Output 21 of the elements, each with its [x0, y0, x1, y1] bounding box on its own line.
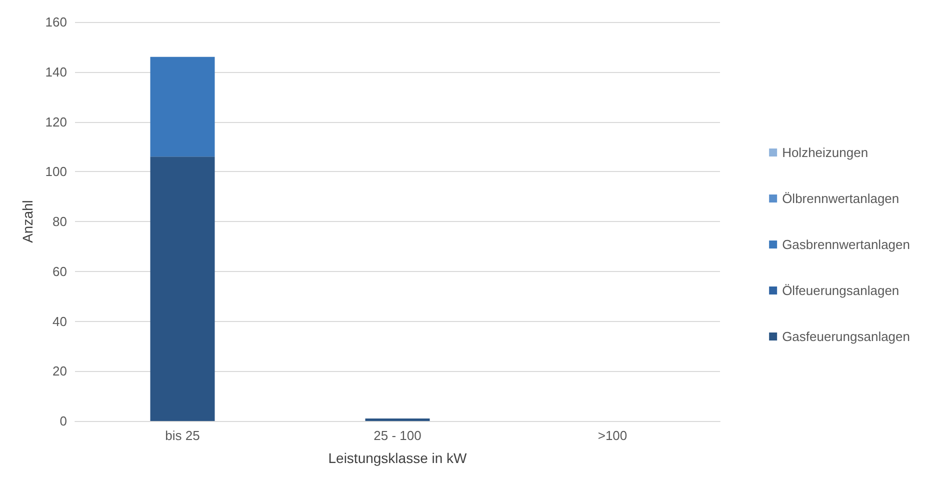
- x-tick-label: >100: [598, 428, 628, 443]
- legend-label: Ölbrennwertanlagen: [782, 191, 900, 206]
- y-tick-label: 60: [52, 264, 67, 279]
- bar: [150, 56, 215, 157]
- y-tick-label: 160: [45, 14, 67, 30]
- x-axis-title: Leistungsklasse in kW: [328, 450, 468, 466]
- legend-label: Holzheizungen: [782, 145, 868, 160]
- y-tick-label: 100: [45, 164, 67, 180]
- y-tick-label: 0: [60, 414, 67, 428]
- y-tick-label: 40: [52, 314, 67, 329]
- y-tick-label: 20: [52, 364, 67, 379]
- y-tick-label: 80: [52, 214, 67, 229]
- x-tick-label: 25 - 100: [374, 428, 422, 443]
- y-tick-label: 120: [45, 114, 67, 130]
- x-tick-label: bis 25: [165, 428, 200, 443]
- legend-label: Gasfeuerungsanlagen: [782, 329, 910, 344]
- y-tick-label: 140: [45, 64, 67, 80]
- y-axis-title: Anzahl: [19, 200, 36, 243]
- bar: [150, 156, 215, 421]
- legend-label: Ölfeuerungsanlagen: [782, 283, 900, 298]
- legend-label: Gasbrennwertanlagen: [782, 237, 910, 252]
